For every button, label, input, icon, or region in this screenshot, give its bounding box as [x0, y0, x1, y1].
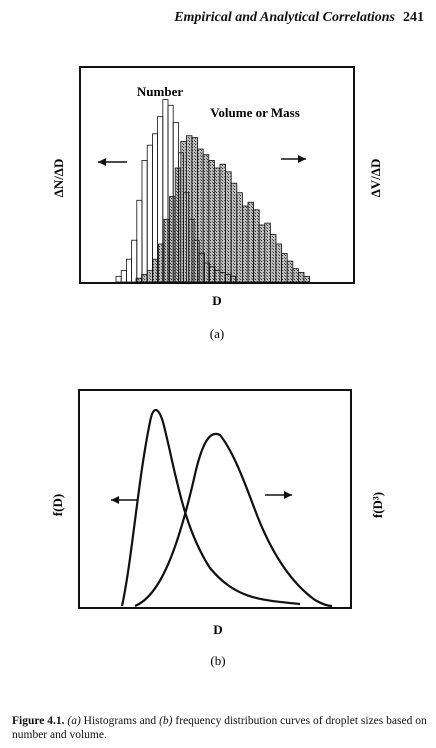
volume-series-label: Volume or Mass	[210, 105, 300, 120]
volume-histogram-bar	[146, 270, 154, 283]
panel-b-label: (b)	[210, 653, 225, 668]
volume-histogram-bar	[303, 275, 310, 283]
panel-a-label: (a)	[210, 326, 224, 341]
running-title: Empirical and Analytical Correlations	[174, 10, 395, 25]
volume-histogram-bar	[275, 243, 282, 283]
number-histogram	[115, 99, 236, 283]
volume-histogram-bar	[219, 163, 226, 283]
y-axis-left-label: ΔN/ΔD	[51, 159, 66, 198]
caption-text-2: frequency distribution curves of droplet…	[12, 715, 427, 741]
y-axis-right-label: f(D³)	[370, 492, 385, 518]
volume-histogram-bar	[213, 167, 221, 283]
number-distribution-curve	[120, 408, 301, 607]
curve-frame	[78, 389, 352, 609]
volume-histogram-bar	[169, 196, 176, 283]
volume-histogram-bar	[230, 182, 238, 283]
number-histogram-bar	[229, 275, 236, 283]
caption-text-1: Histograms and	[80, 715, 160, 727]
page-number: 241	[403, 10, 424, 25]
right-arrow	[281, 155, 306, 163]
figure-panel-a: Number Volume or Mass ΔN/ΔD ΔV/ΔD D (a)	[51, 66, 383, 341]
volume-histogram-bar	[197, 148, 204, 283]
y-axis-left-label: f(D)	[50, 494, 65, 516]
figure-number: Figure 4.1.	[12, 715, 65, 727]
x-axis-label: D	[212, 293, 221, 308]
volume-histogram-bar	[163, 218, 170, 283]
x-axis-label: D	[213, 622, 222, 637]
volume-histogram-bar	[247, 201, 254, 283]
volume-histogram-bar	[253, 209, 260, 283]
volume-distribution-curve	[134, 432, 333, 608]
volume-histogram-bar	[292, 268, 299, 283]
volume-histogram-bar	[258, 224, 266, 283]
left-arrow	[98, 158, 127, 166]
running-header: Empirical and Analytical Correlations 241	[174, 10, 424, 26]
volume-histogram-bar	[225, 171, 232, 283]
volume-histogram-bar	[236, 192, 243, 283]
caption-part-b: (b)	[159, 715, 173, 727]
volume-histogram-bar	[191, 137, 198, 283]
volume-histogram-bar	[286, 260, 294, 283]
number-series-label: Number	[137, 84, 183, 99]
volume-histogram-bar	[297, 272, 305, 283]
volume-histogram-bar	[269, 234, 277, 283]
left-arrow	[111, 496, 137, 504]
figure-panel-b: f(D) f(D³) D (b)	[50, 389, 385, 668]
volume-histogram-bar	[241, 205, 249, 283]
right-arrow	[265, 491, 292, 499]
volume-histogram-bar	[141, 273, 148, 283]
y-axis-right-label: ΔV/ΔD	[368, 159, 383, 198]
figure-caption: Figure 4.1. (a) Histograms and (b) frequ…	[12, 714, 430, 742]
caption-part-a: (a)	[67, 715, 81, 727]
volume-histogram-bar	[281, 253, 288, 283]
volume-histogram-bar	[264, 222, 271, 283]
